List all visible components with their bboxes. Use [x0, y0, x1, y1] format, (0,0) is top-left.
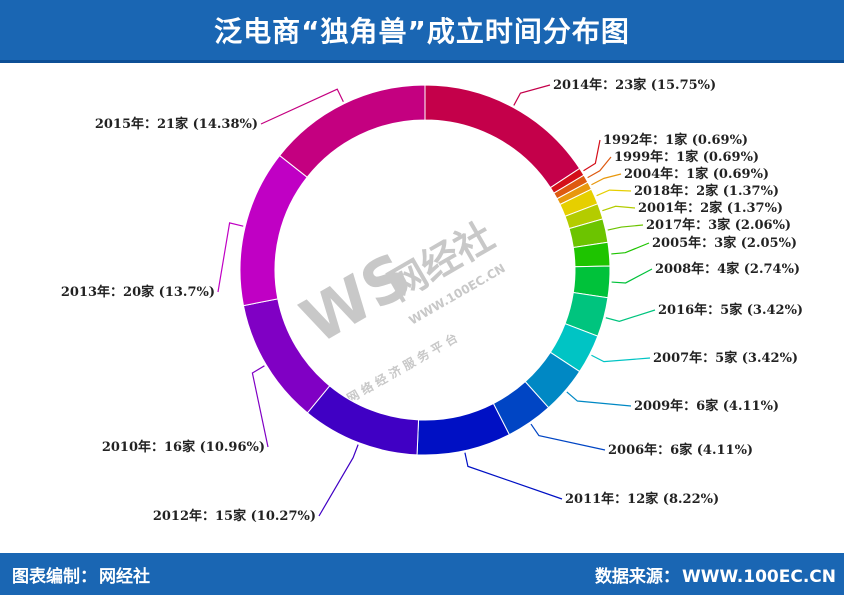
slice-label-2017: 2017年：3家 (2.06%): [646, 217, 791, 233]
slice-label-2018: 2018年：2家 (1.37%): [634, 183, 779, 199]
leader-line-2008: [611, 268, 653, 284]
leader-lines: [217, 84, 656, 517]
slice-label-2011: 2011年：12家 (8.22%): [565, 491, 719, 507]
slice-label-2004: 2004年：1家 (0.69%): [624, 166, 769, 182]
donut-slice-2014: [424, 84, 581, 189]
leader-line-2013: [217, 222, 244, 293]
slice-labels: 2014年：23家 (15.75%) 1992年：1家 (0.69%)1999年：…: [61, 77, 803, 524]
leader-line-1992: [583, 139, 601, 172]
footer-credit-value: 网经社: [99, 566, 150, 587]
slice-label-2012: 2012年：15家 (10.27%): [153, 508, 316, 524]
donut-slices: [239, 84, 611, 456]
chart-header: 泛电商“独角兽”成立时间分布图: [0, 0, 844, 63]
footer-source-value: WWW.100EC.CN: [681, 566, 836, 587]
slice-label-1999: 1999年：1家 (0.69%): [614, 149, 759, 165]
leader-line-2015: [260, 88, 344, 125]
leader-line-2011: [464, 452, 563, 500]
slice-label-2001: 2001年：2家 (1.37%): [638, 200, 783, 216]
slice-label-2009: 2009年：6家 (4.11%): [634, 398, 779, 414]
leader-line-2005: [611, 242, 650, 255]
leader-line-2006: [530, 423, 606, 451]
chart-footer: 图表编制： 网经社 数据来源： WWW.100EC.CN: [0, 553, 844, 595]
leader-line-2016: [605, 309, 656, 322]
leader-line-2012: [318, 444, 359, 517]
watermark-slogan: 网 络 经 济 服 务 平 台: [344, 330, 460, 406]
slice-label-2007: 2007年：5家 (3.42%): [653, 350, 798, 366]
leader-line-2018: [596, 189, 632, 197]
donut-chart: WS 网经社 WWW.100EC.CN 网 络 经 济 服 务 平 台 2014…: [61, 77, 803, 524]
slice-label-2014: 2014年：23家 (15.75%): [553, 77, 716, 93]
leader-line-2001: [602, 205, 636, 212]
leader-line-2009: [566, 391, 632, 407]
leader-line-2007: [591, 354, 651, 363]
slice-label-2015: 2015年：21家 (14.38%): [95, 116, 258, 132]
slice-label-1992: 1992年：1家 (0.69%): [603, 132, 748, 148]
slice-label-2006: 2006年：6家 (4.11%): [608, 442, 753, 458]
footer-credit: 图表编制： 网经社: [12, 562, 150, 587]
slice-label-2005: 2005年：3家 (2.05%): [652, 235, 797, 251]
donut-slice-2015: [278, 84, 426, 178]
slice-label-2010: 2010年：16家 (10.96%): [102, 439, 265, 455]
leader-line-2010: [251, 365, 269, 448]
leader-line-1999: [587, 156, 612, 179]
footer-source: 数据来源： WWW.100EC.CN: [595, 562, 836, 587]
slice-label-2013: 2013年：20家 (13.7%): [61, 284, 215, 300]
footer-source-label: 数据来源：: [594, 566, 680, 587]
donut-slice-2011: [416, 402, 511, 456]
donut-slice-2013: [239, 154, 308, 307]
chart-title: 泛电商“独角兽”成立时间分布图: [214, 15, 630, 48]
watermark: WS 网经社 WWW.100EC.CN 网 络 经 济 服 务 平 台: [289, 214, 508, 406]
leader-line-2004: [591, 173, 622, 186]
leader-line-2014: [513, 84, 551, 106]
slice-label-2008: 2008年：4家 (2.74%): [655, 261, 800, 277]
slice-label-2016: 2016年：5家 (3.42%): [658, 302, 803, 318]
footer-credit-label: 图表编制：: [12, 566, 97, 587]
leader-line-2017: [607, 224, 644, 231]
